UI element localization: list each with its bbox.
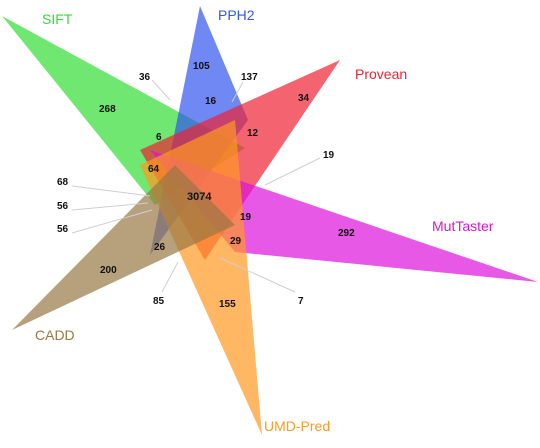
count-56b: 56 (57, 224, 69, 235)
count-36: 36 (139, 72, 151, 83)
count-29: 29 (230, 236, 242, 247)
count-19a: 19 (323, 150, 335, 161)
leader-line-19a (264, 157, 321, 186)
umd-pred-label: UMD-Pred (264, 418, 330, 434)
count-7: 7 (298, 296, 304, 307)
provean-label: Provean (355, 66, 407, 82)
count-26: 26 (154, 242, 166, 253)
count-19b: 19 (240, 212, 252, 223)
count-16: 16 (205, 96, 217, 107)
leader-line-56a (71, 202, 149, 211)
cadd-set-shape (12, 165, 235, 330)
muttaster-label: MutTaster (432, 218, 494, 234)
leader-line-85 (161, 261, 179, 293)
count-64: 64 (148, 164, 160, 175)
count-provean-only: 34 (298, 93, 310, 104)
muttaster-set-shape (150, 150, 538, 282)
count-6: 6 (156, 132, 162, 143)
leader-line-7 (219, 257, 296, 293)
count-muttaster-only: 292 (338, 228, 355, 239)
count-56a: 56 (57, 201, 69, 212)
count-68: 68 (57, 177, 69, 188)
leader-line-68 (71, 185, 151, 197)
leader-line-137 (231, 81, 244, 103)
count-85: 85 (153, 296, 165, 307)
pph2-label: PPH2 (218, 7, 255, 23)
count-137: 137 (241, 72, 258, 83)
cadd-label: CADD (35, 327, 75, 343)
sift-label: SIFT (42, 11, 73, 27)
leader-line-36 (151, 79, 171, 101)
count-pph2-only: 105 (193, 61, 210, 72)
count-center: 3074 (187, 191, 212, 203)
count-umd-pred-only: 155 (219, 299, 236, 310)
leader-line-56b (71, 209, 153, 234)
count-12: 12 (247, 128, 259, 139)
count-cadd-only: 200 (100, 265, 117, 276)
count-sift-only: 268 (99, 104, 116, 115)
